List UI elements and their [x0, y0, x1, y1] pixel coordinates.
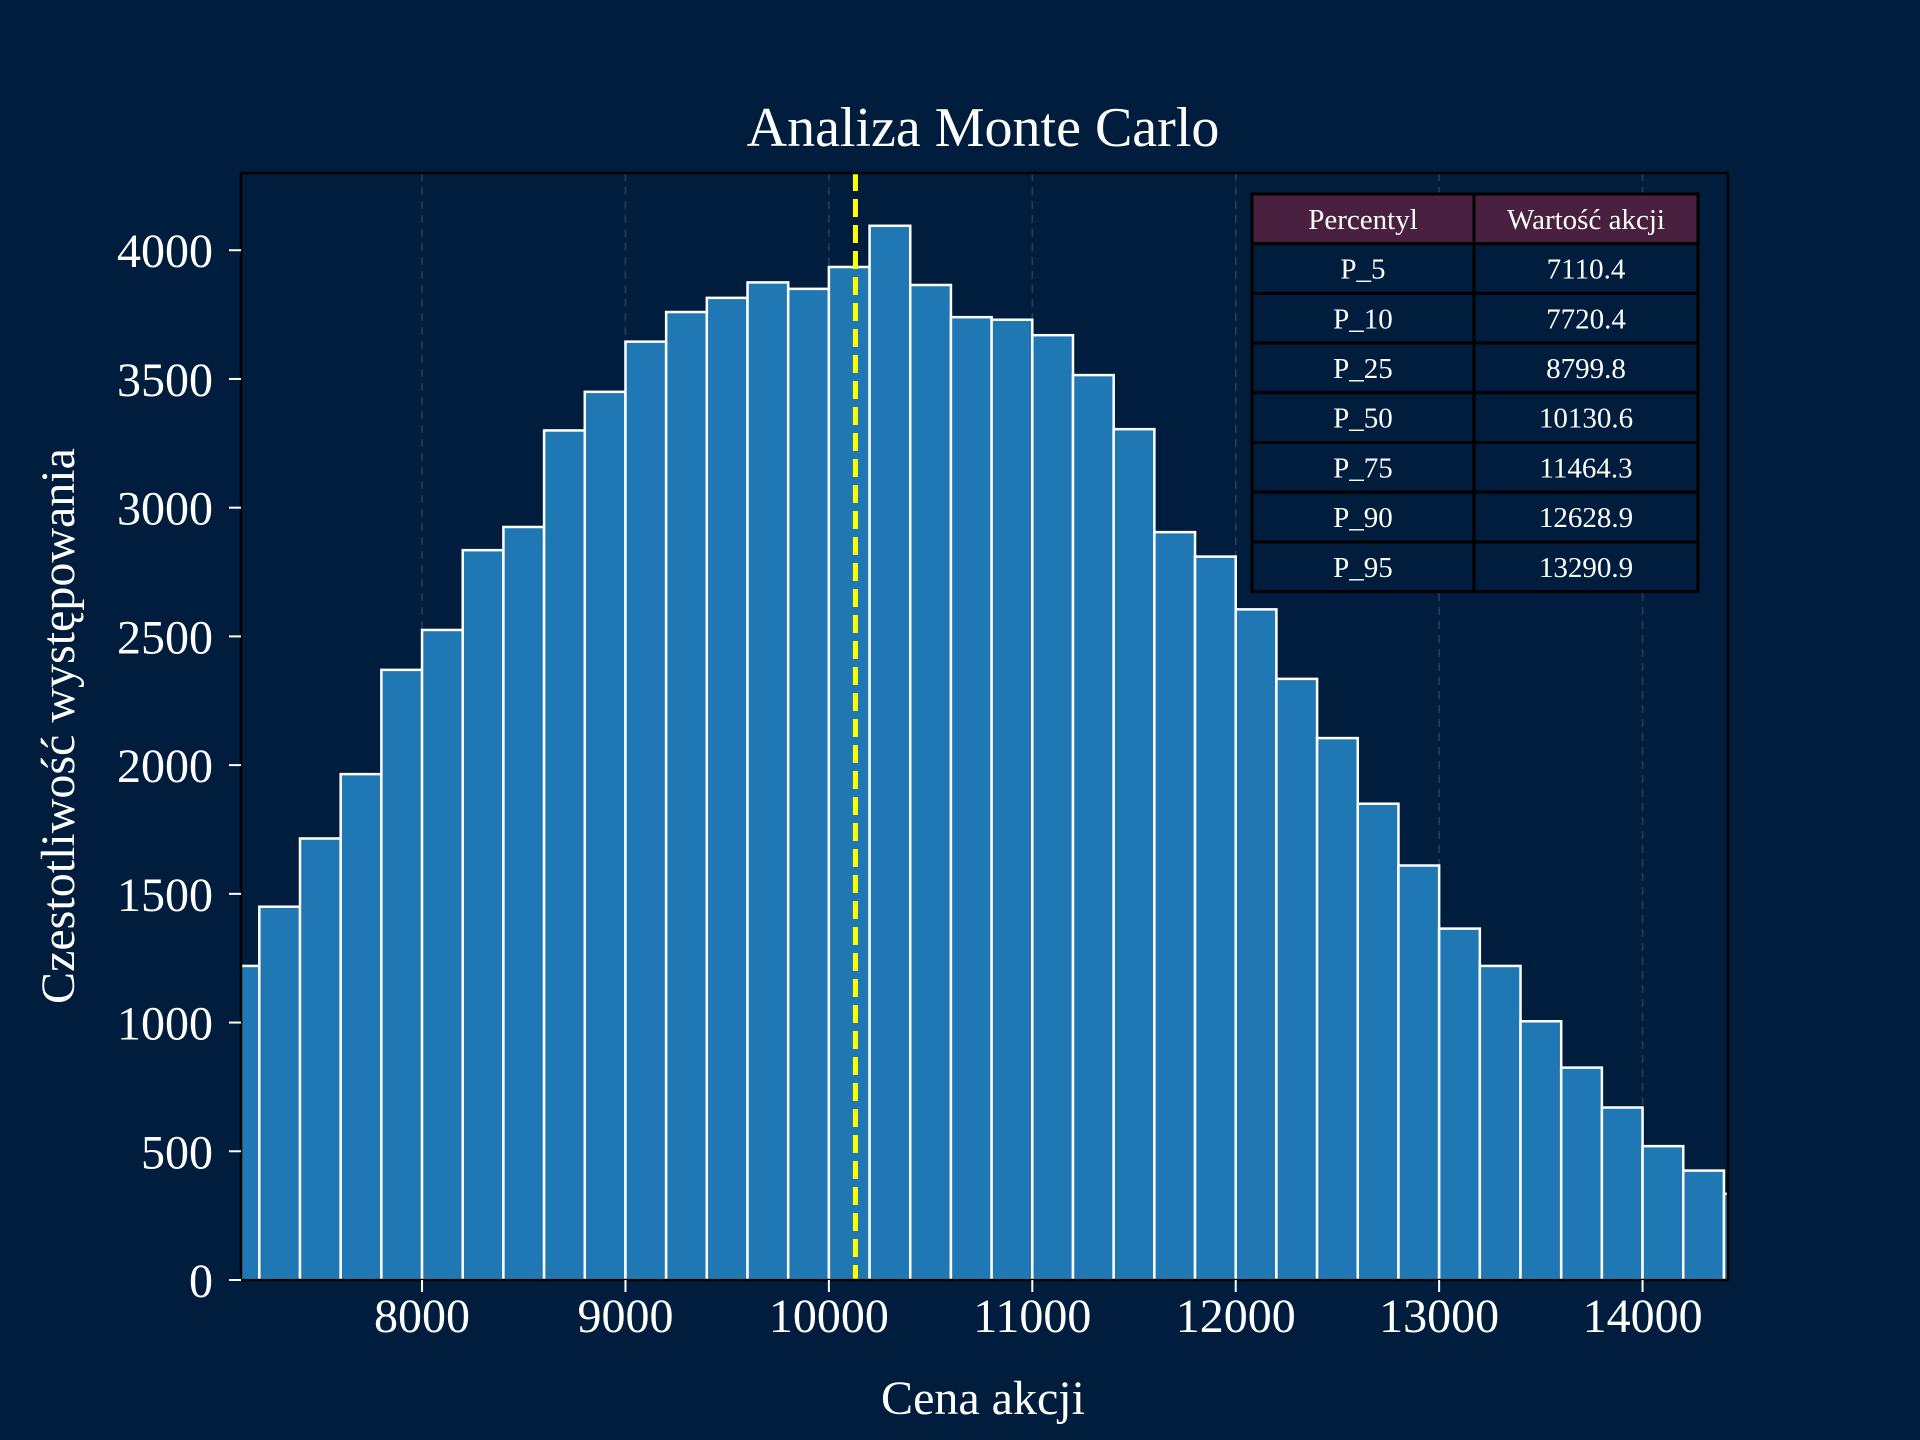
- x-tick-label: 14000: [1583, 1290, 1703, 1343]
- y-tick-label: 3000: [117, 483, 213, 536]
- table-cell: [1250, 540, 1476, 594]
- histogram-bar: [1397, 864, 1441, 1280]
- histogram-bar: [664, 310, 709, 1280]
- histogram-bar: [1193, 555, 1237, 1280]
- histogram-bar: [583, 390, 627, 1280]
- table-cell-text: P_90: [1333, 502, 1393, 534]
- histogram-bar: [339, 772, 383, 1280]
- x-tick-label: 11000: [973, 1290, 1091, 1343]
- histogram-bar: [1641, 1144, 1685, 1280]
- y-axis-ticks: 0 500 1000 1500 2000 2500 3000 3500 4000: [117, 225, 241, 1308]
- histogram-bar: [502, 525, 546, 1280]
- table-header-text: Wartość akcji: [1507, 204, 1665, 236]
- histogram-bar: [827, 265, 871, 1280]
- histogram-bar: [990, 318, 1034, 1280]
- histogram-bar: [705, 296, 749, 1280]
- table-cell: [1472, 242, 1700, 295]
- table-cell: [1472, 291, 1700, 345]
- histogram-bar: [542, 429, 587, 1280]
- table-cell: [1250, 441, 1476, 494]
- histogram-bar: [258, 905, 302, 1280]
- y-tick-label: 3500: [117, 354, 213, 407]
- y-axis-label: Czestotliwość występowania: [32, 448, 85, 1004]
- table-cell-text: 13290.9: [1539, 552, 1633, 584]
- table-cell: [1250, 242, 1476, 295]
- histogram-bar: [1112, 427, 1156, 1280]
- table-cell-text: P_75: [1333, 452, 1393, 484]
- histogram-bar: [1559, 1066, 1604, 1280]
- table-cell-text: P_95: [1333, 552, 1393, 584]
- histogram-bar: [380, 668, 424, 1280]
- histogram-bar: [1722, 1192, 1728, 1280]
- table-cell-text: P_5: [1340, 254, 1385, 286]
- x-tick-label: 10000: [769, 1290, 889, 1343]
- table-header-text: Percentyl: [1308, 204, 1418, 236]
- x-axis-ticks: 8000 9000 10000 11000 12000 13000 14000: [374, 1280, 1703, 1343]
- y-tick-label: 1000: [117, 998, 213, 1051]
- histogram-bar: [1478, 964, 1522, 1280]
- y-tick-label: 500: [141, 1126, 213, 1179]
- histogram-bar: [1071, 373, 1115, 1280]
- table-cell: [1250, 490, 1476, 544]
- histogram-bar: [624, 340, 668, 1280]
- histogram-bar: [949, 315, 993, 1280]
- histogram-bar: [1234, 608, 1278, 1280]
- histogram-bar: [1153, 530, 1197, 1280]
- histogram-bar: [868, 224, 912, 1280]
- table-cell: [1472, 540, 1700, 594]
- table-cell-text: 7720.4: [1546, 303, 1626, 335]
- y-tick-label: 2000: [117, 740, 213, 793]
- histogram-bar: [1031, 333, 1075, 1280]
- histogram-bar: [420, 628, 464, 1280]
- table-cell: [1472, 490, 1700, 544]
- histogram-bar: [298, 837, 342, 1280]
- histogram-bar: [909, 283, 953, 1280]
- x-axis-label: Cena akcji: [881, 1372, 1085, 1425]
- y-tick-label: 0: [189, 1255, 213, 1308]
- table-cell-text: 8799.8: [1546, 353, 1626, 385]
- histogram-bar: [1356, 802, 1400, 1280]
- table-cell-text: 7110.4: [1547, 254, 1626, 286]
- table-cell-text: 11464.3: [1539, 452, 1632, 484]
- histogram-bar: [746, 281, 790, 1280]
- table-cell-text: 10130.6: [1539, 403, 1633, 435]
- table-cell-text: 12628.9: [1539, 502, 1633, 534]
- histogram-bar: [1600, 1106, 1644, 1280]
- histogram-bar: [786, 287, 831, 1280]
- histogram-bar: [1275, 677, 1319, 1280]
- x-tick-label: 8000: [374, 1290, 470, 1343]
- x-tick-label: 9000: [577, 1290, 673, 1343]
- y-tick-label: 1500: [117, 869, 213, 922]
- plot-frame: [239, 171, 1730, 1282]
- chart-title: Analiza Monte Carlo: [747, 97, 1220, 159]
- percentile-table: Percentyl Wartość akcji P_5 7110.4 P_10 7720.…: [1250, 192, 1700, 594]
- x-tick-label: 12000: [1176, 1290, 1296, 1343]
- histogram-bar: [1681, 1169, 1726, 1280]
- histogram-bar: [1315, 736, 1360, 1280]
- table-header-cell: [1472, 192, 1700, 246]
- y-tick-label: 2500: [117, 611, 213, 664]
- histogram-bar: [461, 548, 505, 1280]
- y-tick-label: 4000: [117, 225, 213, 278]
- table-cell: [1472, 341, 1700, 395]
- histogram-bars: [241, 224, 1728, 1280]
- table-cell-text: P_25: [1333, 353, 1393, 385]
- table-cell: [1472, 441, 1700, 494]
- x-tick-label: 13000: [1379, 1290, 1499, 1343]
- table-cell-text: P_50: [1333, 403, 1393, 435]
- table-cell-text: P_10: [1333, 303, 1393, 335]
- histogram-bar: [1437, 927, 1482, 1280]
- histogram-bar: [1519, 1020, 1563, 1280]
